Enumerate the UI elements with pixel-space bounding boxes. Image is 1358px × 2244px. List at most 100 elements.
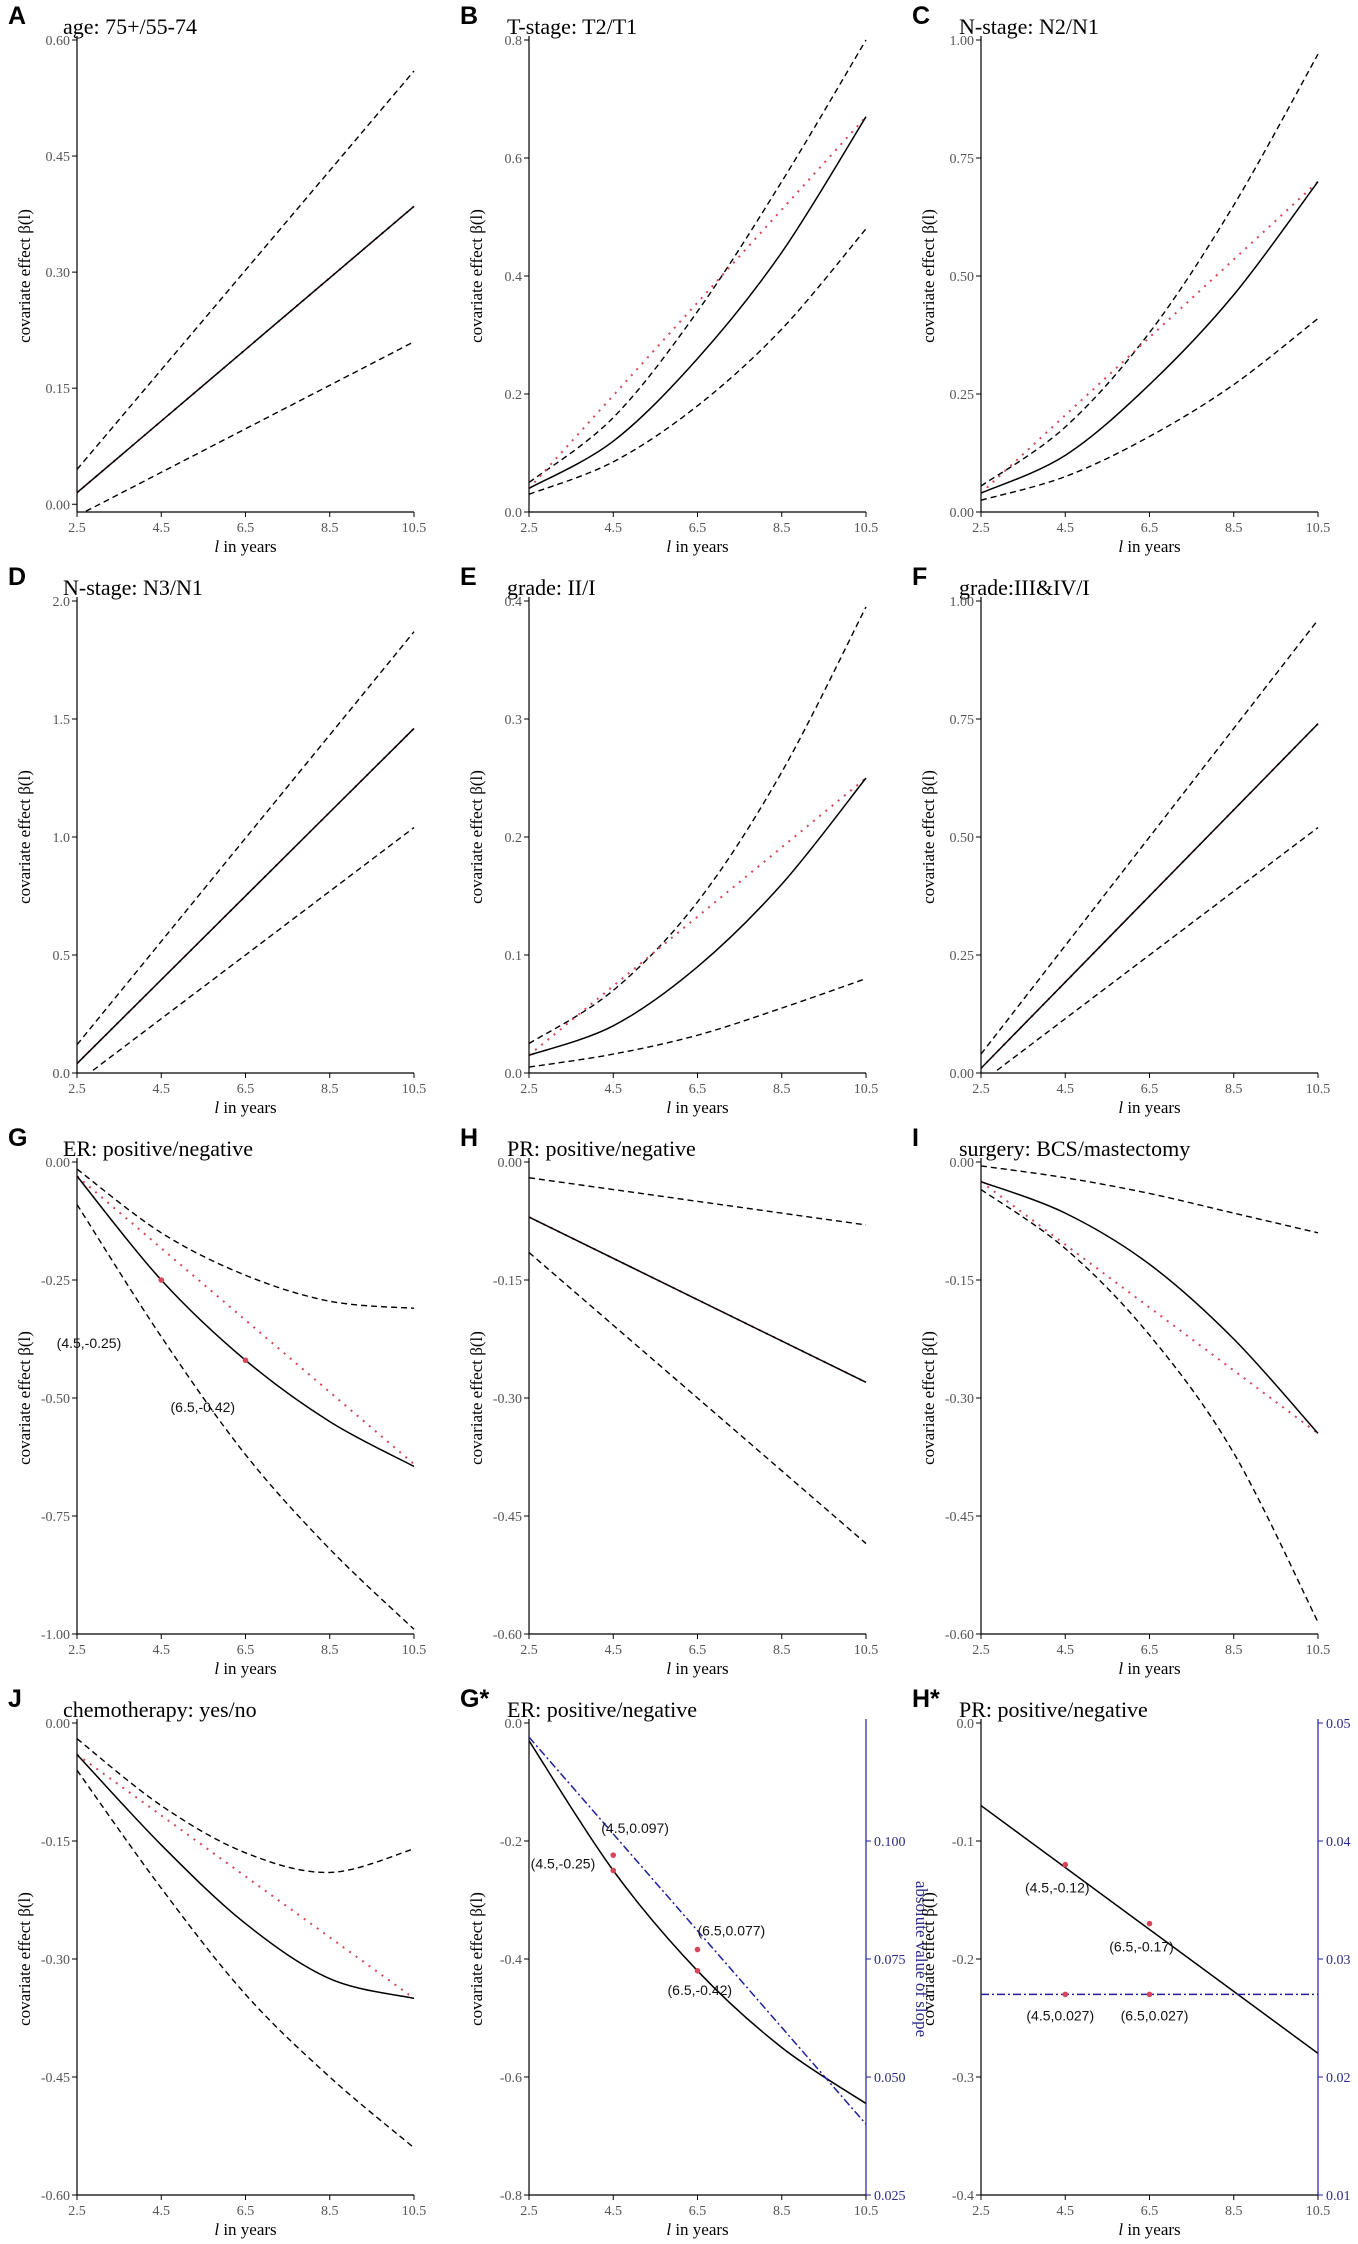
x-axis-label: l in years (1118, 2220, 1180, 2239)
y-axis-label: covariate effect β(l) (15, 209, 34, 343)
ci-lower-line (529, 228, 867, 495)
y-tick-label: -0.25 (41, 1274, 70, 1289)
effect-point-label: (4.5,-0.25) (57, 1335, 122, 1351)
slope-point (1146, 1991, 1153, 1998)
slope-point-label: (4.5,0.097) (601, 1820, 669, 1836)
x-tick-label: 8.5 (773, 1643, 791, 1658)
y-axis-label: covariate effect β(l) (919, 770, 938, 904)
ci-lower-line (981, 317, 1319, 501)
panel-d: D N-stage: N3/N1 2.5 4.5 6.5 8.5 10.5 0.0 0.5 1.0… (2, 561, 454, 1122)
y2-tick-label: 0.02 (1326, 2071, 1351, 2086)
x-tick-label: 8.5 (321, 1082, 339, 1097)
fitted-effect-line (981, 181, 1319, 494)
slope-point-label: (6.5,0.027) (1121, 2007, 1189, 2023)
y-tick-label: -0.50 (41, 1392, 70, 1407)
y-tick-label: 0.60 (46, 34, 71, 49)
effect-point (242, 1357, 249, 1364)
y-tick-label: -0.60 (41, 2189, 70, 2204)
x-axis-label: l in years (666, 1098, 728, 1117)
x-axis-label: l in years (666, 537, 728, 556)
ci-lower-line (529, 1251, 867, 1545)
panel-letter: H (460, 1124, 478, 1152)
slope-line (529, 1736, 867, 2125)
x-tick-label: 6.5 (689, 521, 707, 536)
x-tick-label: 2.5 (68, 1082, 86, 1097)
x-tick-label: 6.5 (1141, 1082, 1159, 1097)
y2-tick-label: 0.05 (1326, 1717, 1351, 1732)
y-tick-label: 0.0 (505, 1067, 523, 1082)
x-tick-label: 4.5 (153, 521, 171, 536)
x-tick-label: 6.5 (689, 1643, 707, 1658)
panel-letter: I (912, 1124, 919, 1152)
y-axis-label: covariate effect β(l) (15, 770, 34, 904)
plot-area (981, 53, 1319, 501)
y-tick-label: -0.30 (41, 1953, 70, 1968)
y2-tick-label: 0.025 (874, 2189, 906, 2204)
y-tick-label: 0.0 (505, 506, 523, 521)
panel-title: grade:III&IV/I (959, 575, 1090, 600)
x-tick-label: 4.5 (153, 2204, 171, 2219)
y-tick-label: -0.15 (493, 1274, 522, 1289)
linear-approx-line (981, 180, 1319, 494)
y-tick-label: 0.6 (505, 152, 523, 167)
linear-approx-line (77, 1175, 415, 1465)
panel-letter: A (8, 2, 26, 30)
x-tick-label: 10.5 (854, 2204, 879, 2219)
panel-letter: F (912, 563, 927, 591)
y2-tick-label: 0.03 (1326, 1953, 1351, 1968)
y-tick-label: 1.0 (53, 831, 71, 846)
y-tick-label: -0.60 (493, 1628, 522, 1643)
panel-title: PR: positive/negative (507, 1136, 696, 1161)
x-tick-label: 8.5 (1225, 521, 1243, 536)
fitted-effect-line (981, 1180, 1319, 1434)
plot-area (77, 631, 415, 1073)
x-tick-label: 4.5 (153, 1643, 171, 1658)
fitted-effect-line (529, 1740, 867, 2105)
x-tick-label: 10.5 (854, 1643, 879, 1658)
panel-chart: D N-stage: N3/N1 2.5 4.5 6.5 8.5 10.5 0.0 0.5 1.0… (8, 563, 426, 1117)
panel-g: G ER: positive/negative 2.5 4.5 6.5 8.5 10.5 -1… (2, 1122, 454, 1683)
x-tick-label: 6.5 (1141, 1643, 1159, 1658)
y-tick-label: 0.4 (505, 270, 523, 285)
x-tick-label: 4.5 (1057, 1643, 1075, 1658)
x-tick-label: 6.5 (237, 521, 255, 536)
y-tick-label: 0.2 (505, 388, 523, 403)
y-tick-label: 0.3 (505, 713, 523, 728)
effect-point (1062, 1861, 1069, 1868)
plot-area (529, 1177, 867, 1545)
ci-lower-line (82, 341, 415, 512)
x-tick-label: 2.5 (972, 1643, 990, 1658)
y-tick-label: 0.75 (950, 713, 975, 728)
x-tick-label: 4.5 (605, 2204, 623, 2219)
x-tick-label: 4.5 (605, 521, 623, 536)
y2-tick-label: 0.050 (874, 2071, 906, 2086)
x-tick-label: 6.5 (689, 1082, 707, 1097)
x-tick-label: 6.5 (237, 2204, 255, 2219)
panel-title: surgery: BCS/mastectomy (959, 1136, 1190, 1161)
plot-area (981, 1804, 1319, 2055)
y-tick-label: 0.25 (950, 388, 975, 403)
ci-upper-line (77, 70, 415, 470)
y-axis-label: covariate effect β(l) (467, 1892, 486, 2026)
linear-approx-line (981, 1180, 1319, 1435)
y-axis-label: covariate effect β(l) (919, 1892, 938, 2026)
y2-tick-label: 0.01 (1326, 2189, 1351, 2204)
panel-title: age: 75+/55-74 (63, 14, 197, 39)
panel-chart: H PR: positive/negative 2.5 4.5 6.5 8.5 10.5 -0… (460, 1124, 879, 1678)
effect-point-label: (6.5,-0.42) (668, 1982, 733, 1998)
plot-area (981, 619, 1319, 1073)
x-tick-label: 10.5 (1306, 521, 1331, 536)
linear-approx-line (529, 777, 867, 1057)
fitted-effect-line (529, 777, 867, 1057)
plot-area (77, 70, 415, 512)
x-tick-label: 2.5 (68, 2204, 86, 2219)
x-tick-label: 10.5 (854, 1082, 879, 1097)
y-tick-label: -0.2 (500, 1835, 522, 1850)
ci-upper-line (77, 631, 415, 1046)
panel-chart: H* PR: positive/negative 2.5 4.5 6.5 8.5 10.5 -… (912, 1685, 1351, 2239)
y-tick-label: 0.00 (950, 506, 975, 521)
panel-letter: G* (460, 1685, 489, 1713)
